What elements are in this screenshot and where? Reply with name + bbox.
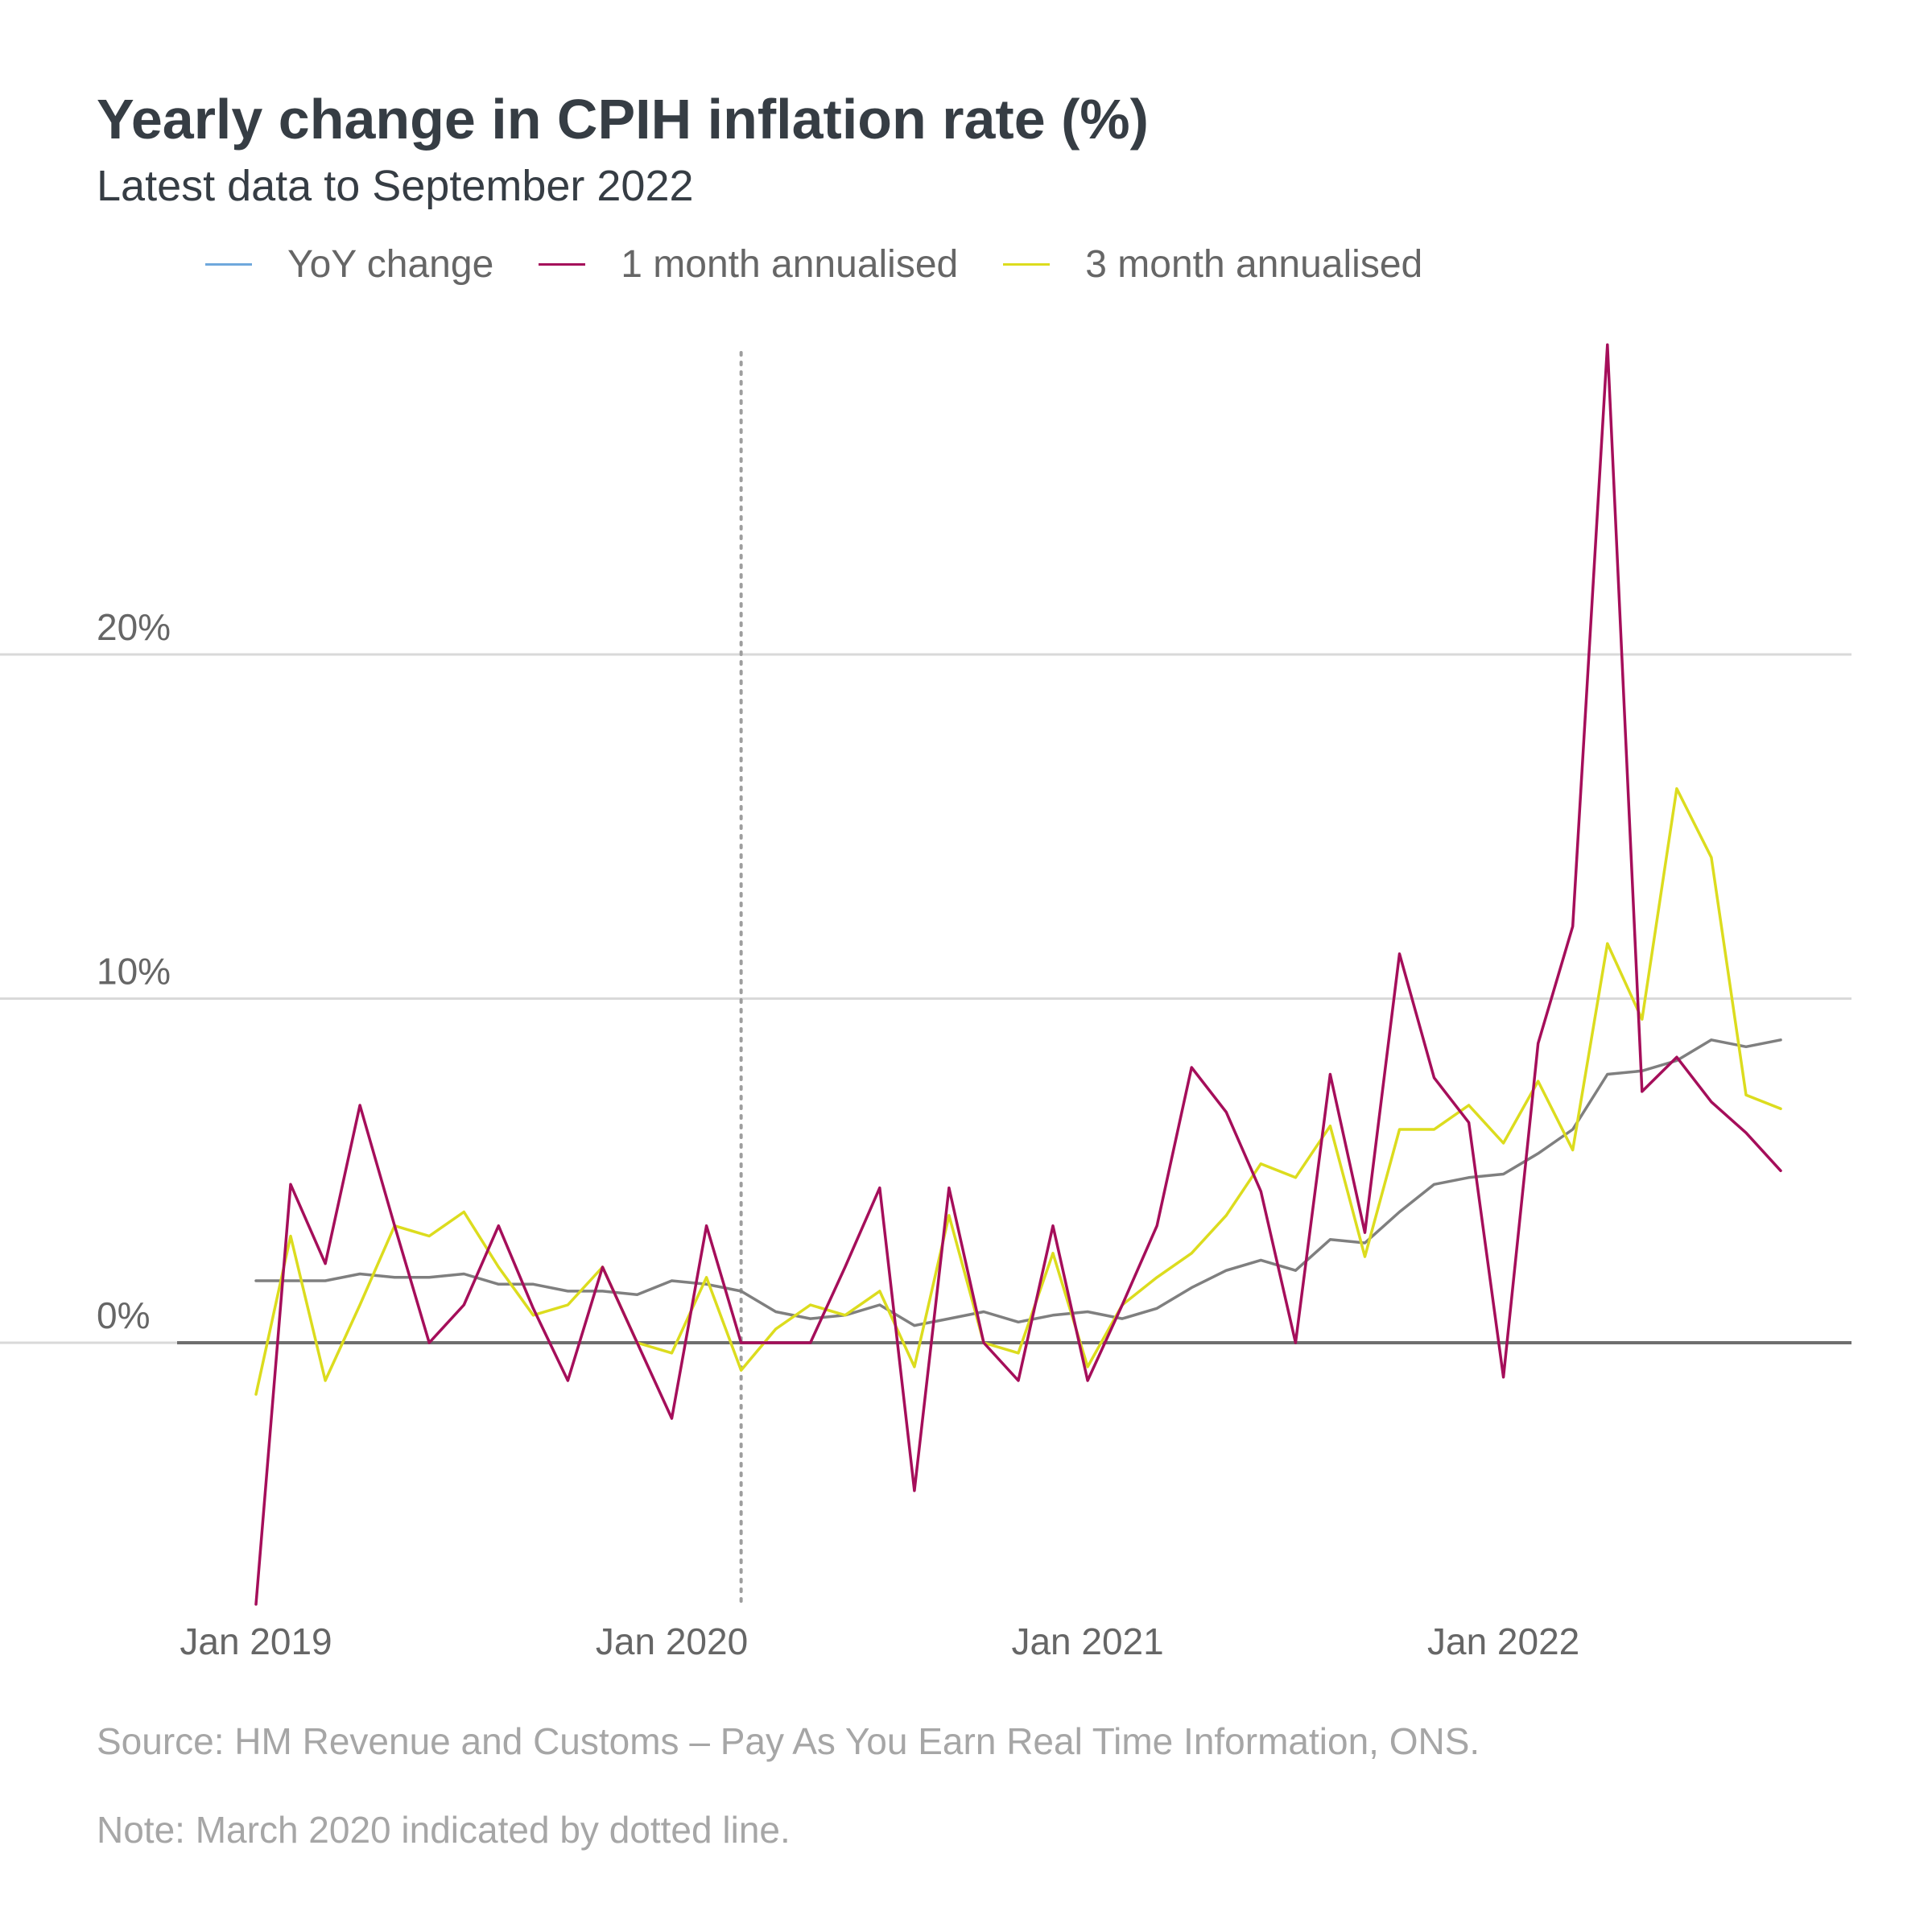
legend-item-yoy-change: YoY change bbox=[205, 242, 493, 287]
x-tick-labels: Jan 2019 Jan 2020 Jan 2021 Jan 2022 bbox=[180, 1620, 1579, 1662]
chart-title: Yearly change in CPIH inflation rate (%) bbox=[97, 88, 1149, 151]
x-tick-label-jan-2019: Jan 2019 bbox=[180, 1620, 332, 1662]
series-line-3-month-annualised bbox=[254, 786, 1782, 1396]
chart-subtitle: Latest data to September 2022 bbox=[97, 162, 694, 210]
source-note: Source: HM Revenue and Customs – Pay As … bbox=[97, 1720, 1480, 1762]
gridlines bbox=[0, 653, 1852, 1344]
legend-label-1-month-annualised: 1 month annualised bbox=[621, 242, 959, 286]
series-layer bbox=[254, 343, 1782, 1606]
line-chart: 0% 10% 20% Jan 2019 Jan 2020 Jan 2021 Jan 202… bbox=[0, 343, 1852, 1662]
x-tick-label-jan-2022: Jan 2022 bbox=[1427, 1620, 1579, 1662]
legend-label-3-month-annualised: 3 month annualised bbox=[1085, 242, 1423, 286]
x-tick-label-jan-2020: Jan 2020 bbox=[596, 1620, 748, 1662]
legend-swatch-3-month-annualised bbox=[1003, 262, 1051, 266]
series-line-1-month-annualised bbox=[254, 343, 1782, 1606]
legend-swatch-1-month-annualised bbox=[539, 262, 586, 266]
y-tick-labels: 0% 10% 20% bbox=[97, 606, 171, 1336]
chart-legend: YoY change 1 month annualised 3 month an… bbox=[205, 240, 1468, 288]
legend-item-3-month-annualised: 3 month annualised bbox=[1003, 242, 1422, 287]
y-tick-label-0: 0% bbox=[97, 1294, 150, 1336]
legend-item-1-month-annualised: 1 month annualised bbox=[539, 242, 958, 287]
series-line-yoy-change bbox=[254, 1038, 1782, 1327]
legend-label-yoy-change: YoY change bbox=[287, 242, 494, 286]
x-tick-label-jan-2021: Jan 2021 bbox=[1011, 1620, 1163, 1662]
legend-swatch-yoy-change bbox=[205, 262, 252, 266]
y-tick-label-10: 10% bbox=[97, 951, 171, 993]
dotted-line-note: Note: March 2020 indicated by dotted lin… bbox=[97, 1809, 791, 1851]
y-tick-label-20: 20% bbox=[97, 606, 171, 648]
